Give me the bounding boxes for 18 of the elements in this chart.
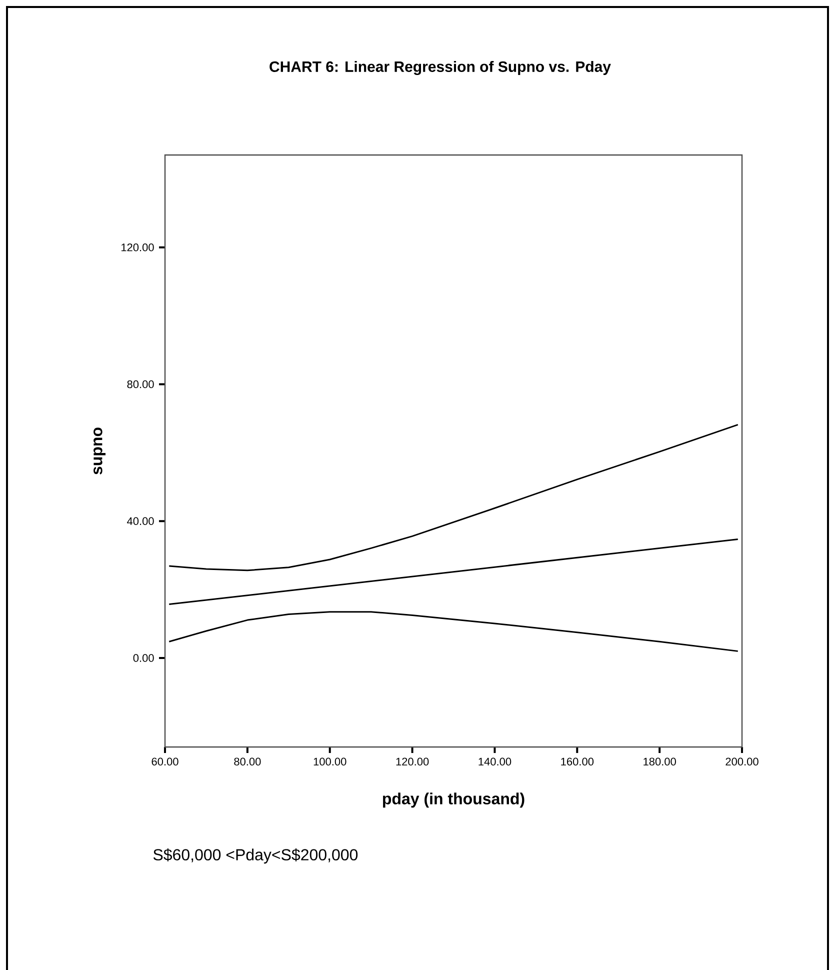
x-tick-label: 160.00 (561, 758, 594, 766)
line-series (168, 424, 739, 572)
y-tick-label: 120.00 (121, 243, 154, 252)
x-tick-label: 60.00 (152, 758, 178, 766)
x-tick-label: 120.00 (396, 758, 429, 766)
chart-title: CHART 6: Linear Regression of Supno vs. Pday (270, 60, 611, 76)
x-tick-label: 140.00 (478, 758, 512, 766)
y-tick-label: 80.00 (127, 380, 154, 388)
y-axis-title: supno (94, 428, 106, 474)
y-tick-label: 0.00 (133, 654, 154, 662)
text: S$60,000 <Pday<S$200,000 (153, 848, 358, 864)
x-tick-label: 200.00 (726, 758, 758, 766)
y-tick-label: 40.00 (127, 517, 154, 526)
x-tick-label: 100.00 (314, 758, 346, 766)
x-tick-label: 180.00 (644, 758, 676, 766)
x-axis-title: pday (in thousand) (383, 792, 524, 808)
x-tick-label: 80.00 (234, 758, 261, 766)
line-series (168, 611, 739, 652)
